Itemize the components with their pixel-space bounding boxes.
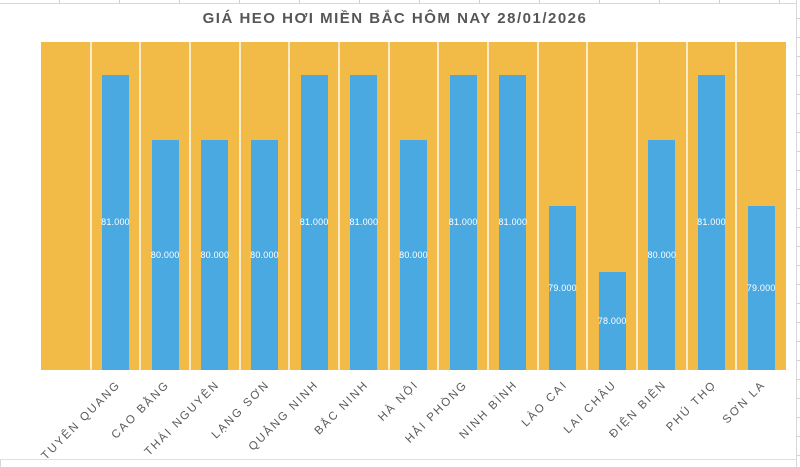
plot-gridline [338, 42, 340, 370]
bar-12: 80.000 [647, 140, 677, 370]
sheet-row-gridline-bottom [0, 459, 796, 460]
bar-value-label: 80.000 [647, 250, 677, 261]
plot-gridline [437, 42, 440, 370]
bar-value-label: 81.000 [697, 217, 726, 228]
bar-value-label: 80.000 [150, 250, 180, 261]
bar-14: 79.000 [746, 206, 776, 370]
sheet-column-gridline-stub [0, 459, 1, 467]
plot-gridline [288, 42, 291, 370]
bar-5: 81.000 [299, 74, 329, 370]
bar-value-label: 81.000 [299, 217, 329, 228]
bar-1: 81.000 [101, 74, 130, 370]
bar-2: 80.000 [150, 140, 180, 370]
bar-value-label: 80.000 [250, 250, 279, 261]
bar-value-label: 81.000 [101, 217, 130, 228]
bar-value-label: 80.000 [399, 250, 428, 261]
plot-gridline [735, 42, 738, 370]
bar-7: 80.000 [399, 140, 428, 370]
plot-gridline [487, 42, 489, 370]
plot-gridline [536, 42, 539, 370]
bar-3: 80.000 [200, 140, 230, 370]
plot-gridline [189, 42, 191, 370]
price-bar-chart[interactable]: GIÁ HEO HƠI MIỀN BẮC HÔM NAY 28/01/2026 … [0, 4, 796, 462]
bar-value-label: 79.000 [746, 283, 776, 293]
sheet-column-gridline-right [796, 0, 800, 467]
plot-gridline [387, 42, 390, 370]
plot-gridline [586, 42, 589, 370]
plot-gridline [238, 42, 241, 370]
bar-13: 81.000 [697, 74, 726, 370]
plot-gridline [89, 42, 92, 370]
bar-9: 81.000 [498, 74, 528, 370]
bar-value-label: 80.000 [200, 250, 230, 261]
bar-value-label: 81.000 [349, 217, 379, 228]
bar-11: 78.000 [597, 271, 627, 370]
plot-gridline [139, 42, 142, 370]
sheet-row-gridline-top [0, 3, 796, 4]
plot-gridline [636, 42, 638, 370]
plot-gridline [685, 42, 688, 370]
bar-value-label: 81.000 [448, 217, 478, 228]
bar-value-label: 81.000 [498, 217, 528, 228]
bar-10: 79.000 [548, 206, 577, 370]
chart-title: GIÁ HEO HƠI MIỀN BẮC HÔM NAY 28/01/2026 [202, 10, 588, 27]
bar-4: 80.000 [250, 140, 279, 370]
plot-area: 81.000 80.000 80.000 80.000 81.000 81.000 80.0… [41, 42, 786, 370]
bar-6: 81.000 [349, 74, 379, 370]
sheet-column-gridline-ticks [0, 0, 796, 3]
bar-8: 81.000 [448, 74, 478, 370]
bar-value-label: 78.000 [597, 315, 627, 326]
bar-value-label: 79.000 [548, 283, 577, 293]
